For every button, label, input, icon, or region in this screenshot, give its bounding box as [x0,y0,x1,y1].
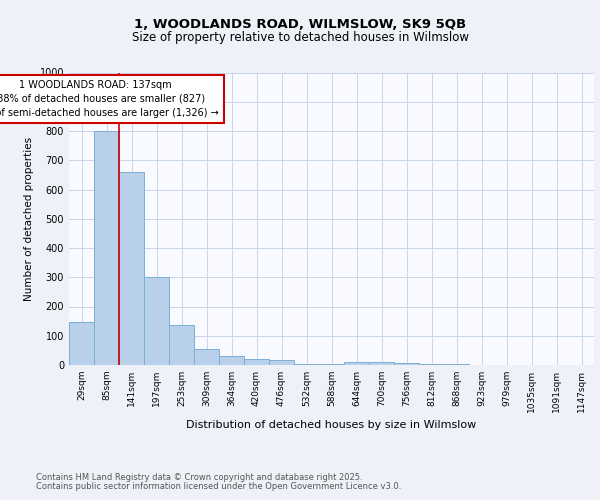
Text: 1, WOODLANDS ROAD, WILMSLOW, SK9 5QB: 1, WOODLANDS ROAD, WILMSLOW, SK9 5QB [134,18,466,30]
Bar [219,356,244,365]
X-axis label: Distribution of detached houses by size in Wilmslow: Distribution of detached houses by size … [187,420,476,430]
Bar [119,172,144,365]
Bar [369,362,394,365]
Bar [344,362,369,365]
Bar [94,131,119,365]
Y-axis label: Number of detached properties: Number of detached properties [24,136,34,301]
Bar [194,349,219,365]
Text: 1 WOODLANDS ROAD: 137sqm
← 38% of detached houses are smaller (827)
61% of semi-: 1 WOODLANDS ROAD: 137sqm ← 38% of detach… [0,80,219,118]
Bar [269,360,294,365]
Bar [244,359,269,365]
Bar [169,325,194,365]
Bar [144,276,169,365]
Text: Size of property relative to detached houses in Wilmslow: Size of property relative to detached ho… [131,31,469,44]
Text: Contains HM Land Registry data © Crown copyright and database right 2025.: Contains HM Land Registry data © Crown c… [36,472,362,482]
Bar [69,322,94,365]
Text: Contains public sector information licensed under the Open Government Licence v3: Contains public sector information licen… [36,482,401,491]
Bar [294,364,319,365]
Bar [394,362,419,365]
Bar [444,364,469,365]
Bar [419,364,444,365]
Bar [319,364,344,365]
